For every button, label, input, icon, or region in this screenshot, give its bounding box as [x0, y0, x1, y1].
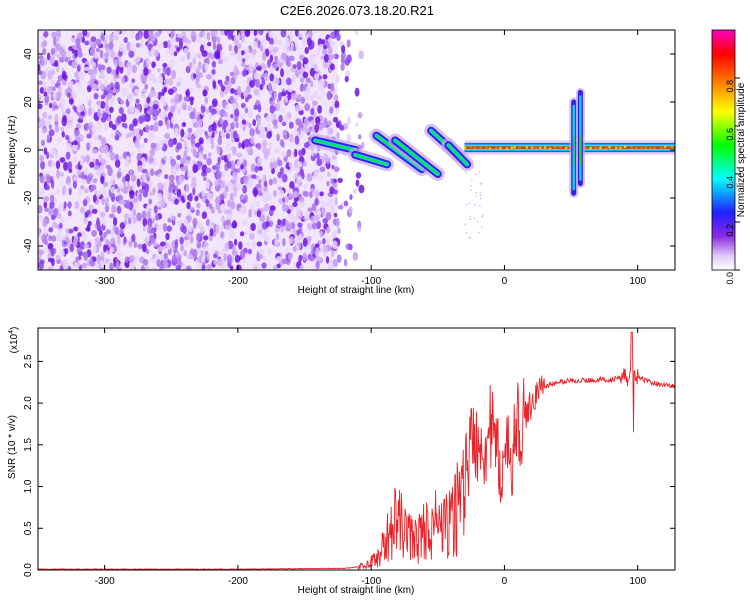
- y-tick-label: 2.0: [23, 396, 34, 410]
- x-tick-label: -300: [95, 576, 115, 587]
- snr-panel: -300 -200 -100 0 100 0.0 0.5 1.0 1.5 2.0 2.5 Heig…: [7, 327, 676, 596]
- y-tick-label: -20: [23, 190, 34, 205]
- y-tick-label: -40: [23, 238, 34, 253]
- colorbar-tick-label: 0.8: [725, 80, 735, 93]
- x-tick-label: -100: [361, 276, 381, 287]
- spectrogram-x-ticks: -300 -200 -100 0 100: [95, 30, 646, 287]
- colorbar-scale: [711, 29, 736, 271]
- snr-y-ticks: 0.0 0.5 1.0 1.5 2.0 2.5: [23, 354, 675, 577]
- x-tick-label: 100: [629, 276, 646, 287]
- snr-series-line: [38, 331, 675, 570]
- noise-region: [38, 30, 365, 270]
- snr-x-axis-label: Height of straight line (km): [298, 585, 415, 596]
- snr-y-axis-label: SNR (10 * v/v): [7, 415, 18, 479]
- y-tick-label: 1.0: [23, 479, 34, 493]
- y-tick-label: 2.5: [23, 354, 34, 368]
- snr-frame: [37, 327, 676, 571]
- figure-title: C2E6.2026.073.18.20.R21: [280, 3, 434, 18]
- x-tick-label: -200: [228, 576, 248, 587]
- spike-region: [569, 87, 585, 198]
- x-tick-label: -300: [95, 276, 115, 287]
- colorbar-label: Normalized spectral amplitude: [736, 82, 747, 217]
- colorbar: 0.0 0.2 0.4 0.6 0.8 Normalized spectral ampl…: [711, 29, 747, 285]
- colorbar-tick-label: 0.2: [725, 224, 735, 237]
- x-tick-label: -100: [361, 576, 381, 587]
- spectrogram-y-axis-label: Frequency (Hz): [7, 116, 18, 185]
- snr-x-ticks: -300 -200 -100 0 100: [95, 328, 646, 587]
- y-tick-label: 0.5: [23, 521, 34, 535]
- colorbar-ticks: 0.0 0.2 0.4 0.6 0.8: [725, 77, 740, 285]
- y-tick-label: 40: [23, 48, 34, 60]
- y-tick-label: 1.5: [23, 437, 34, 451]
- colorbar-tick-label: 0.4: [725, 176, 735, 189]
- colorbar-tick-label: 0.6: [725, 128, 735, 141]
- x-tick-label: -200: [228, 276, 248, 287]
- snr-y-multiplier: (x104): [8, 327, 20, 354]
- spectrogram-y-ticks: -40 -20 0 20 40: [23, 48, 675, 253]
- colorbar-tick-label: 0.0: [725, 272, 735, 285]
- x-tick-label: 0: [502, 576, 508, 587]
- spectrogram-heatmap: [38, 30, 675, 270]
- transition-region: [308, 123, 484, 240]
- y-tick-label: 0: [23, 147, 34, 153]
- y-tick-label: 20: [23, 96, 34, 108]
- spectrogram-x-axis-label: Height of straight line (km): [298, 285, 415, 296]
- y-tick-label: 0.0: [23, 563, 34, 577]
- x-tick-label: 0: [502, 276, 508, 287]
- x-tick-label: 100: [629, 576, 646, 587]
